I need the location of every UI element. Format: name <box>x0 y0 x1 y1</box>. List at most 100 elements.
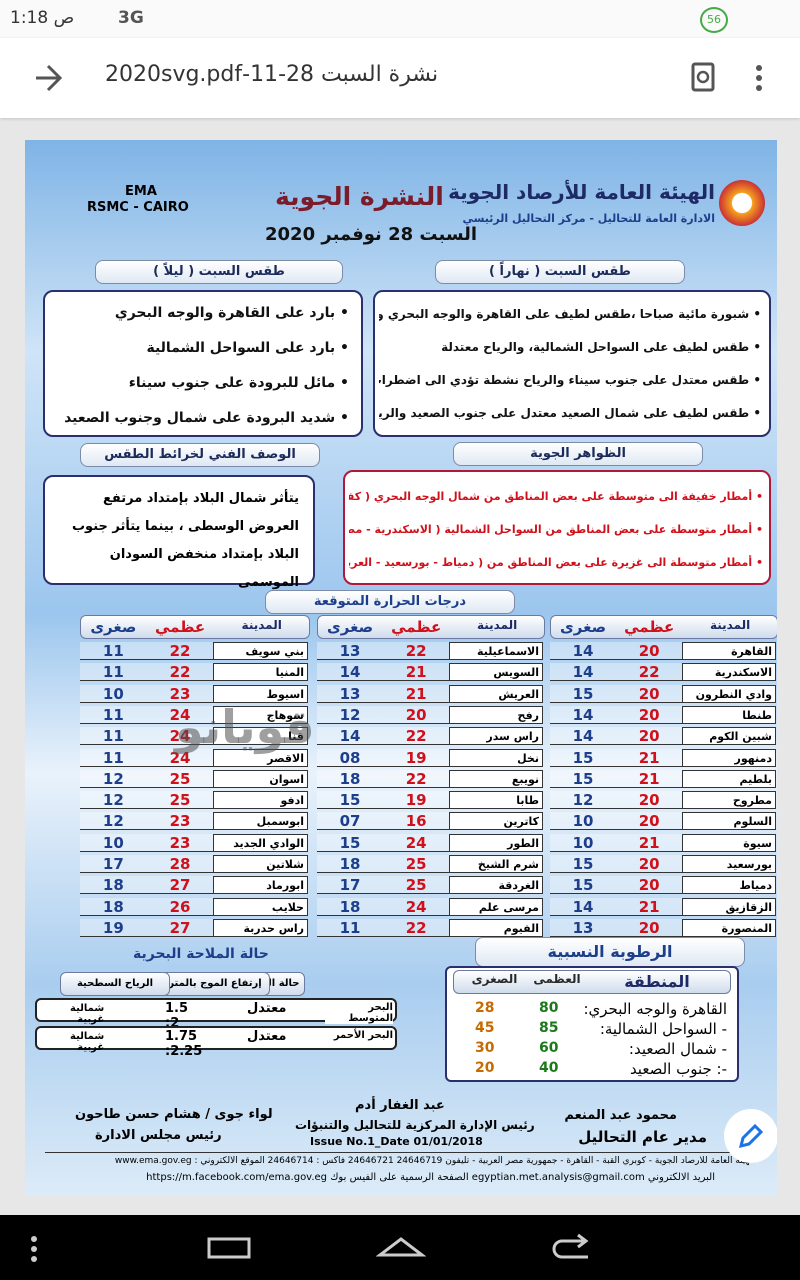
max-temp: 24 <box>383 833 450 852</box>
menu-button[interactable] <box>752 62 766 94</box>
city: شبين الكوم <box>682 727 776 746</box>
watermark: قويانو <box>175 700 315 754</box>
list-item: • بارد على القاهرة والوجه البحري <box>49 296 349 331</box>
max-temp: 20 <box>616 684 683 703</box>
min-temp: 17 <box>80 855 147 873</box>
min-temp: 11 <box>80 663 147 682</box>
nav-back[interactable] <box>548 1233 594 1263</box>
city: شرم الشيخ <box>449 855 543 873</box>
max-humidity: 85 <box>539 1020 559 1036</box>
min-temp: 15 <box>550 876 617 895</box>
sea-state: معتدل <box>247 1029 287 1044</box>
list-item: • بارد على السواحل الشمالية <box>49 331 349 366</box>
min-temp: 08 <box>317 748 384 767</box>
city: اسيوط <box>213 684 308 703</box>
city: القاهرة <box>682 642 776 660</box>
max-temp: 20 <box>616 791 683 810</box>
region: - السواحل الشمالية: <box>599 1020 727 1038</box>
city: بلطيم <box>682 769 776 788</box>
city: حلايب <box>213 897 308 916</box>
humidity-box: المنطقة العظمى الصغرى القاهرة والوجه البحري… <box>445 966 739 1082</box>
nav-bar <box>0 1215 800 1280</box>
min-temp: 10 <box>550 812 617 831</box>
max-temp: 20 <box>616 727 683 746</box>
temps: المدينة عظمي صغرى القاهرة 20 14 الاسكندرية 22 14… <box>25 140 777 940</box>
list-item: • شديد البرودة على شمال وجنوب الصعيد <box>49 401 349 436</box>
max-temp: 28 <box>146 855 214 873</box>
min-temp: 15 <box>550 769 617 788</box>
back-button[interactable] <box>34 64 62 92</box>
min-temp: 11 <box>80 705 147 724</box>
column-header: صغرى <box>327 618 374 636</box>
column-header: إرتفاع الموج بالمتر <box>160 972 270 996</box>
max-temp: 22 <box>616 663 683 682</box>
min-temp: 18 <box>80 876 147 895</box>
min-temp: 14 <box>550 705 617 724</box>
max-temp: 20 <box>616 918 683 937</box>
city: الاقصر <box>213 748 308 767</box>
max-humidity: 40 <box>539 1060 559 1076</box>
max-temp: 25 <box>383 855 450 873</box>
city: الاسماعيلية <box>449 642 543 660</box>
column-header: عظمي <box>624 618 675 636</box>
toolbar: نشرة السبت 28-11-2020svg.pdf <box>0 38 800 118</box>
max-temp: 21 <box>616 769 683 788</box>
max-temp: 25 <box>146 791 214 810</box>
min-temp: 11 <box>317 918 384 937</box>
ema: EMA <box>125 184 157 199</box>
min-temp: 15 <box>550 684 617 703</box>
description-text: يتأثر شمال البلاد بإمتداد مرتفع العروض ا… <box>71 491 299 590</box>
city: كاترين <box>449 812 543 831</box>
city: الزقازيق <box>682 897 776 916</box>
city: بورسعيد <box>682 855 776 873</box>
list-item: • طقس لطيف على السواحل الشمالية، والرياح… <box>379 331 761 364</box>
wind: شمالية غربية <box>70 1031 105 1053</box>
max-temp: 24 <box>383 897 450 916</box>
max-temp: 21 <box>616 748 683 767</box>
list-item: • شبورة مائية صباحا ،طقس لطيف على القاهر… <box>379 298 761 331</box>
city: طابا <box>449 791 543 810</box>
sea: البحر المتوسط <box>325 1002 393 1024</box>
city: المنصورة <box>682 918 776 937</box>
city: ادفو <box>213 791 308 810</box>
max-temp: 19 <box>383 748 450 767</box>
column-header: عظمي <box>154 618 206 636</box>
marine-heading: حالة الملاحة البحرية <box>133 946 269 962</box>
phenomena-box: • أمطار خفيفة الى متوسطة على بعض المناطق… <box>343 470 771 585</box>
list-item: • أمطار خفيفة الى متوسطة على بعض المناطق… <box>349 480 763 513</box>
city: طنطا <box>682 705 776 724</box>
nav-recents[interactable] <box>205 1235 253 1261</box>
bulletin-date: السبت 28 نوفمبر 2020 <box>265 224 478 245</box>
description-heading: الوصف الفني لخرائط الطقس <box>80 443 320 467</box>
column-header: عظمي <box>391 618 442 636</box>
list-item: • أمطار متوسطة على بعض المناطق من السواح… <box>349 513 763 546</box>
column-header: المدينة <box>241 618 282 632</box>
max-temp: 27 <box>146 876 214 895</box>
min-temp: 12 <box>80 812 147 831</box>
city: دمياط <box>682 876 776 895</box>
table-header <box>317 615 545 639</box>
bullet: • <box>749 307 761 321</box>
column-header: العظمى <box>533 972 581 986</box>
day-heading: طقس السبت ( نهاراً ) <box>435 260 685 284</box>
min-temp: 14 <box>550 897 617 916</box>
city: مطروح <box>682 791 776 810</box>
wind: شمالية غربية <box>70 1003 105 1025</box>
item-text: طقس لطيف على شمال الصعيد معتدل على جنوب … <box>379 406 750 420</box>
badge: 56 <box>700 7 728 33</box>
sig-role: رئيس الإدارة المركزية للتحاليل والتنبؤات <box>295 1118 535 1132</box>
max-temp: 22 <box>146 642 214 660</box>
city: سوهاج <box>213 705 308 724</box>
city: وادي النطرون <box>682 684 776 703</box>
max-temp: 19 <box>383 791 450 810</box>
column-header: المدينة <box>709 618 751 632</box>
footer-line: الهيئة العامة للأرصاد الجوية - كوبري الق… <box>114 1156 755 1166</box>
bullet: • <box>752 490 763 503</box>
sig-name: عبد الغفار أدم <box>355 1098 445 1113</box>
min-temp: 14 <box>317 663 384 682</box>
city: ابوسمبل <box>213 812 308 831</box>
search-button[interactable] <box>690 62 718 94</box>
nav-home[interactable] <box>376 1233 426 1263</box>
edit-button[interactable] <box>723 1108 777 1164</box>
nav-menu[interactable] <box>28 1235 40 1263</box>
